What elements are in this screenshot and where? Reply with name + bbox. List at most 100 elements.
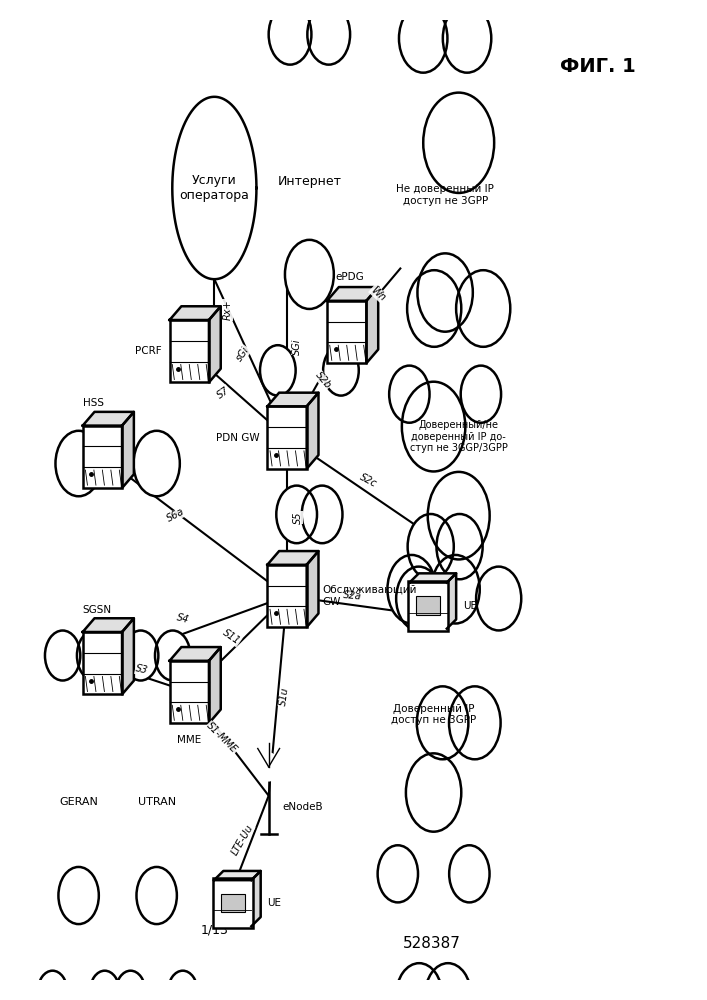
Circle shape xyxy=(269,4,311,65)
Circle shape xyxy=(37,971,67,1000)
Polygon shape xyxy=(307,393,318,469)
Circle shape xyxy=(45,631,81,681)
Text: S3: S3 xyxy=(134,664,149,676)
Text: UTRAN: UTRAN xyxy=(138,797,176,807)
Circle shape xyxy=(259,753,278,780)
Text: 528387: 528387 xyxy=(402,936,460,951)
FancyBboxPatch shape xyxy=(83,632,122,694)
Circle shape xyxy=(461,366,501,423)
Text: S2c: S2c xyxy=(358,472,379,489)
Text: ФИГ. 1: ФИГ. 1 xyxy=(560,57,636,76)
Polygon shape xyxy=(409,573,456,583)
Polygon shape xyxy=(83,412,134,426)
Polygon shape xyxy=(209,306,221,382)
Text: S1-MME: S1-MME xyxy=(204,721,239,755)
Text: PCRF: PCRF xyxy=(135,346,161,356)
Circle shape xyxy=(476,567,521,630)
FancyBboxPatch shape xyxy=(83,426,122,488)
Circle shape xyxy=(407,270,461,347)
Circle shape xyxy=(396,567,441,630)
Polygon shape xyxy=(366,287,378,363)
Text: sGi: sGi xyxy=(234,345,252,363)
Text: S4: S4 xyxy=(175,613,189,625)
Text: S11: S11 xyxy=(221,628,242,647)
Text: Услуги
оператора: Услуги оператора xyxy=(180,174,250,202)
Circle shape xyxy=(408,514,454,579)
Text: UE: UE xyxy=(463,601,477,611)
FancyBboxPatch shape xyxy=(267,406,307,469)
Text: eNodeB: eNodeB xyxy=(282,802,323,812)
Text: Доверенный IP
доступ не 3GPP: Доверенный IP доступ не 3GPP xyxy=(391,704,477,725)
Circle shape xyxy=(406,753,461,832)
Circle shape xyxy=(425,963,471,1000)
FancyBboxPatch shape xyxy=(213,878,252,928)
Polygon shape xyxy=(83,618,134,632)
Circle shape xyxy=(389,366,430,423)
Text: SGSN: SGSN xyxy=(83,605,112,615)
Circle shape xyxy=(378,845,418,902)
Circle shape xyxy=(123,631,158,681)
Text: HSS: HSS xyxy=(83,398,104,408)
FancyBboxPatch shape xyxy=(221,894,245,912)
Polygon shape xyxy=(122,412,134,488)
Circle shape xyxy=(59,867,99,924)
Text: S7: S7 xyxy=(215,385,231,400)
Polygon shape xyxy=(307,551,318,627)
Circle shape xyxy=(90,971,119,1000)
Circle shape xyxy=(77,631,112,681)
Circle shape xyxy=(396,963,443,1000)
Polygon shape xyxy=(209,647,221,723)
Circle shape xyxy=(308,4,350,65)
Circle shape xyxy=(136,867,177,924)
Text: S5: S5 xyxy=(293,511,303,524)
Text: 1/13: 1/13 xyxy=(200,924,228,937)
Text: Rx+: Rx+ xyxy=(223,300,233,320)
Circle shape xyxy=(302,486,342,543)
FancyBboxPatch shape xyxy=(327,301,366,363)
Circle shape xyxy=(443,4,491,73)
FancyBboxPatch shape xyxy=(170,661,209,723)
Polygon shape xyxy=(214,871,261,880)
Polygon shape xyxy=(170,647,221,661)
Circle shape xyxy=(436,514,483,579)
Circle shape xyxy=(387,555,436,623)
Text: S1u: S1u xyxy=(278,687,291,707)
Text: Доверенный/не
доверенный IP до-
ступ не 3GGP/3GPP: Доверенный/не доверенный IP до- ступ не … xyxy=(410,420,508,453)
Circle shape xyxy=(417,686,468,759)
Polygon shape xyxy=(122,618,134,694)
Text: S2a: S2a xyxy=(342,590,362,602)
Circle shape xyxy=(431,555,480,623)
Circle shape xyxy=(402,382,465,471)
Polygon shape xyxy=(173,97,257,279)
Text: SGi: SGi xyxy=(291,338,301,355)
Polygon shape xyxy=(267,551,318,565)
Polygon shape xyxy=(327,287,378,301)
Text: GERAN: GERAN xyxy=(59,797,98,807)
Text: Обслуживающий
GW: Обслуживающий GW xyxy=(322,585,417,607)
Circle shape xyxy=(260,345,296,396)
Text: LTE-Uu: LTE-Uu xyxy=(230,823,255,857)
FancyBboxPatch shape xyxy=(267,565,307,627)
Text: UE: UE xyxy=(267,898,281,908)
Circle shape xyxy=(417,253,473,332)
Text: Не доверенный IP
доступ не 3GPP: Не доверенный IP доступ не 3GPP xyxy=(396,184,494,206)
FancyBboxPatch shape xyxy=(170,320,209,382)
Circle shape xyxy=(155,631,190,681)
Circle shape xyxy=(285,240,334,309)
Text: ePDG: ePDG xyxy=(335,272,364,282)
Text: S6a: S6a xyxy=(165,507,186,524)
Circle shape xyxy=(423,93,494,193)
Circle shape xyxy=(134,431,180,496)
Circle shape xyxy=(55,431,102,496)
Circle shape xyxy=(168,971,197,1000)
Polygon shape xyxy=(170,306,221,320)
FancyBboxPatch shape xyxy=(408,581,448,631)
Circle shape xyxy=(456,270,510,347)
Circle shape xyxy=(449,686,501,759)
Text: MME: MME xyxy=(177,735,201,745)
Circle shape xyxy=(399,4,448,73)
Circle shape xyxy=(116,971,146,1000)
Circle shape xyxy=(428,472,490,559)
Polygon shape xyxy=(252,871,261,926)
Polygon shape xyxy=(447,573,456,629)
